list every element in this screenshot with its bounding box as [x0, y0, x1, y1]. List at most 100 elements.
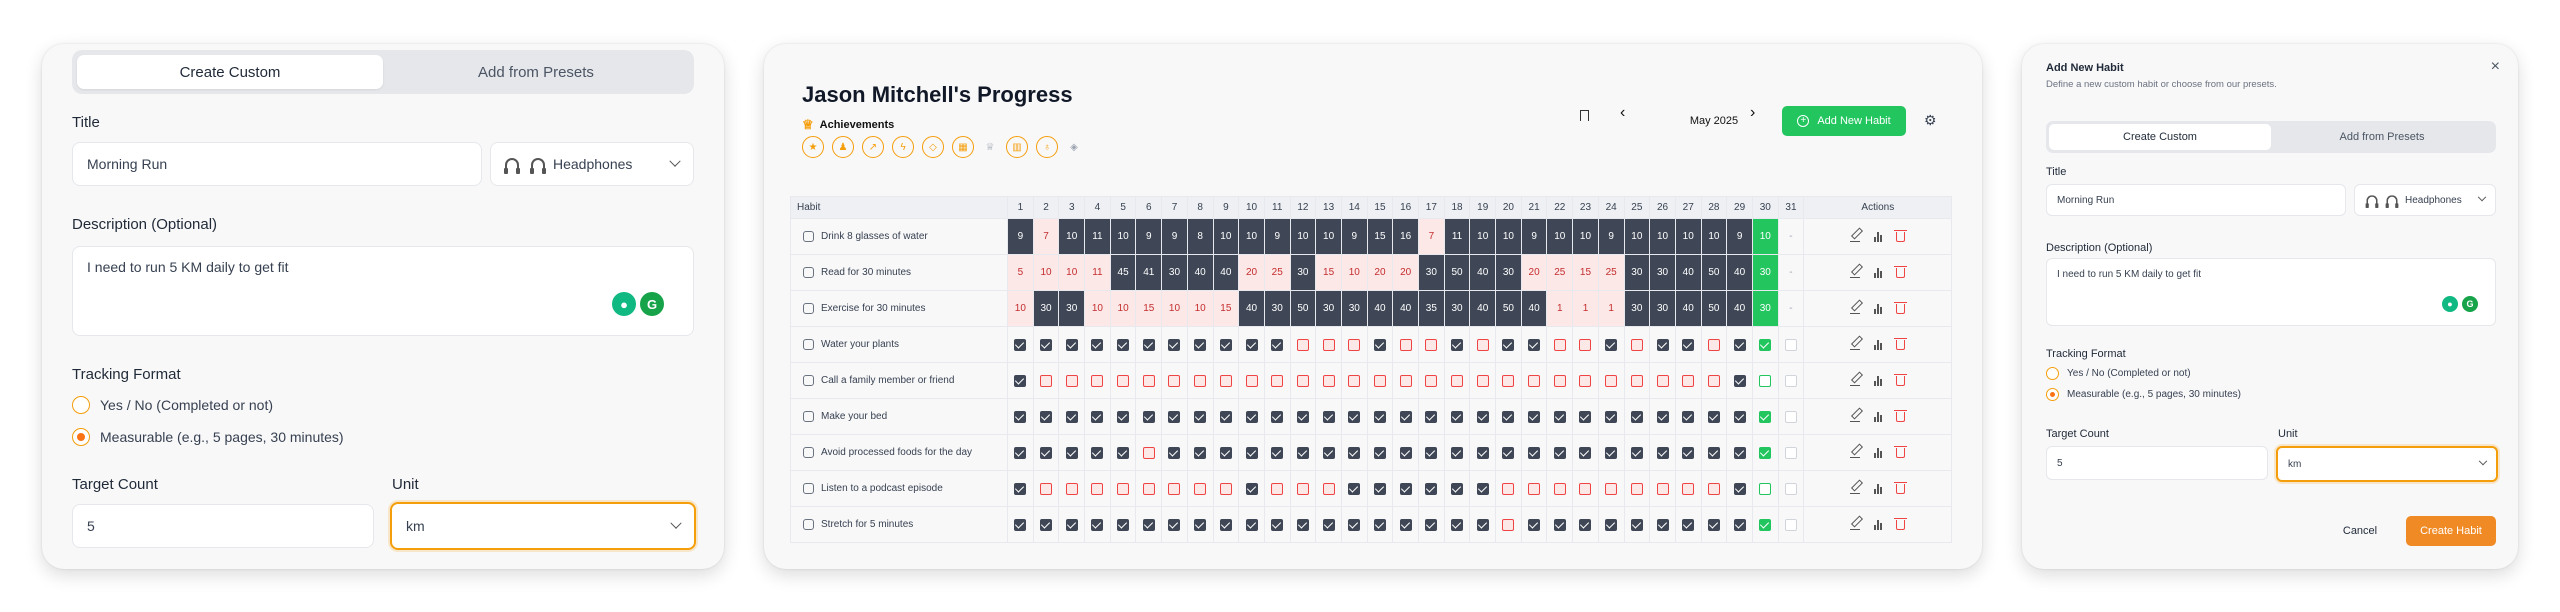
- day-count-cell[interactable]: 10: [1469, 218, 1497, 255]
- gem-icon[interactable]: ◈: [1070, 141, 1078, 153]
- checkbox-icon[interactable]: [1476, 338, 1489, 351]
- day-check-cell[interactable]: [1238, 326, 1265, 363]
- day-count-cell[interactable]: 9: [1597, 218, 1625, 255]
- day-check-cell[interactable]: [1777, 362, 1805, 399]
- stats-icon[interactable]: [1874, 267, 1883, 278]
- checkbox-checked-icon[interactable]: [1759, 338, 1772, 351]
- checkbox-checked-icon[interactable]: [1733, 410, 1746, 423]
- day-check-cell[interactable]: [1032, 362, 1060, 399]
- day-count-cell[interactable]: 10: [1238, 218, 1265, 255]
- day-check-cell[interactable]: [1135, 434, 1163, 471]
- checkbox-checked-icon[interactable]: [1219, 518, 1232, 531]
- checkbox-checked-icon[interactable]: [1065, 446, 1078, 459]
- delete-icon[interactable]: [1894, 517, 1908, 530]
- day-check-cell[interactable]: [1340, 434, 1368, 471]
- day-check-cell[interactable]: [1443, 434, 1471, 471]
- day-check-cell[interactable]: [1161, 434, 1188, 471]
- day-check-cell[interactable]: [1392, 326, 1419, 363]
- day-check-cell[interactable]: [1032, 506, 1060, 543]
- checkbox-icon[interactable]: [1605, 374, 1618, 387]
- option-yes-no[interactable]: Yes / No (Completed or not): [2046, 367, 2191, 380]
- checkbox-icon[interactable]: [1682, 374, 1695, 387]
- day-check-cell[interactable]: [1520, 362, 1548, 399]
- day-check-cell[interactable]: [1212, 434, 1240, 471]
- radio-selected-icon[interactable]: [2046, 388, 2059, 401]
- checkbox-checked-icon[interactable]: [1707, 410, 1720, 423]
- day-check-cell[interactable]: [1212, 398, 1240, 435]
- edit-icon[interactable]: [1850, 232, 1861, 242]
- day-check-cell[interactable]: [1340, 506, 1368, 543]
- checkbox-checked-icon[interactable]: [1168, 410, 1181, 423]
- day-check-cell[interactable]: [1161, 470, 1188, 507]
- day-check-cell[interactable]: [1135, 506, 1163, 543]
- day-count-cell[interactable]: 30: [1315, 290, 1342, 327]
- checkbox-checked-icon[interactable]: [1502, 446, 1515, 459]
- day-count-cell[interactable]: 20: [1238, 254, 1265, 291]
- checkbox-icon[interactable]: [1091, 482, 1104, 495]
- day-count-cell[interactable]: 30: [1623, 290, 1651, 327]
- day-check-cell[interactable]: [1186, 506, 1214, 543]
- day-check-cell[interactable]: [1700, 362, 1728, 399]
- day-check-cell[interactable]: [1212, 326, 1240, 363]
- day-count-cell[interactable]: 40: [1392, 290, 1419, 327]
- icon-select[interactable]: Headphones: [490, 142, 694, 186]
- title-input[interactable]: Morning Run: [72, 142, 482, 186]
- edit-icon[interactable]: [1850, 376, 1861, 386]
- checkbox-checked-icon[interactable]: [1476, 518, 1489, 531]
- day-check-cell[interactable]: [1212, 470, 1240, 507]
- day-count-cell[interactable]: 1: [1546, 290, 1574, 327]
- checkbox-checked-icon[interactable]: [1528, 446, 1541, 459]
- day-count-cell[interactable]: 40: [1366, 290, 1394, 327]
- checkbox-checked-icon[interactable]: [1091, 338, 1104, 351]
- delete-icon[interactable]: [1894, 409, 1908, 422]
- day-count-cell[interactable]: 1: [1572, 290, 1599, 327]
- checkbox-checked-icon[interactable]: [1091, 446, 1104, 459]
- day-check-cell[interactable]: [1186, 398, 1214, 435]
- day-check-cell[interactable]: [1238, 434, 1265, 471]
- checkbox-checked-icon[interactable]: [1733, 338, 1746, 351]
- day-count-cell[interactable]: 10: [1161, 290, 1188, 327]
- day-check-cell[interactable]: [1546, 326, 1574, 363]
- day-check-cell[interactable]: [1109, 326, 1137, 363]
- checkbox-icon[interactable]: [1142, 446, 1155, 459]
- day-check-cell[interactable]: [1135, 362, 1163, 399]
- checkbox-icon[interactable]: [1194, 374, 1207, 387]
- checkbox-checked-icon[interactable]: [1373, 446, 1386, 459]
- day-check-cell[interactable]: [1109, 506, 1137, 543]
- trophy-icon[interactable]: ♕: [985, 141, 995, 153]
- day-check-cell[interactable]: [1263, 470, 1291, 507]
- checkbox-icon[interactable]: [1322, 374, 1335, 387]
- checkbox-checked-icon[interactable]: [1528, 410, 1541, 423]
- day-count-cell[interactable]: 15: [1366, 218, 1394, 255]
- day-check-cell[interactable]: [1649, 434, 1676, 471]
- day-check-cell[interactable]: [1084, 470, 1111, 507]
- checkbox-checked-icon[interactable]: [1040, 446, 1053, 459]
- day-count-cell[interactable]: 10: [1058, 218, 1086, 255]
- checkbox-checked-icon[interactable]: [1168, 518, 1181, 531]
- day-count-cell[interactable]: 15: [1212, 290, 1240, 327]
- day-check-cell[interactable]: [1572, 434, 1599, 471]
- checkbox-checked-icon[interactable]: [1399, 518, 1412, 531]
- day-count-cell[interactable]: 10: [1186, 290, 1214, 327]
- day-check-cell[interactable]: [1186, 470, 1214, 507]
- checkbox-checked-icon[interactable]: [1194, 446, 1207, 459]
- day-count-cell[interactable]: 11: [1084, 254, 1111, 291]
- day-check-cell[interactable]: [1007, 434, 1034, 471]
- day-count-cell[interactable]: 30: [1623, 254, 1651, 291]
- checkbox-checked-icon[interactable]: [1502, 338, 1515, 351]
- checkbox-checked-icon[interactable]: [1605, 410, 1618, 423]
- day-check-cell[interactable]: [1623, 434, 1651, 471]
- checkbox-checked-icon[interactable]: [1399, 410, 1412, 423]
- edit-icon[interactable]: [1850, 448, 1861, 458]
- day-check-cell[interactable]: [1726, 506, 1753, 543]
- checkbox-checked-icon[interactable]: [1630, 410, 1643, 423]
- day-count-cell[interactable]: 10: [1340, 254, 1368, 291]
- day-check-cell[interactable]: [1289, 398, 1317, 435]
- day-count-cell[interactable]: 10: [1315, 218, 1342, 255]
- day-check-cell[interactable]: [1161, 362, 1188, 399]
- habit-name-cell[interactable]: Stretch for 5 minutes: [790, 506, 1008, 543]
- checkbox-checked-icon[interactable]: [1117, 518, 1130, 531]
- day-count-cell[interactable]: 30: [1751, 290, 1779, 327]
- day-check-cell[interactable]: [1058, 506, 1086, 543]
- checkbox-icon[interactable]: [1476, 374, 1489, 387]
